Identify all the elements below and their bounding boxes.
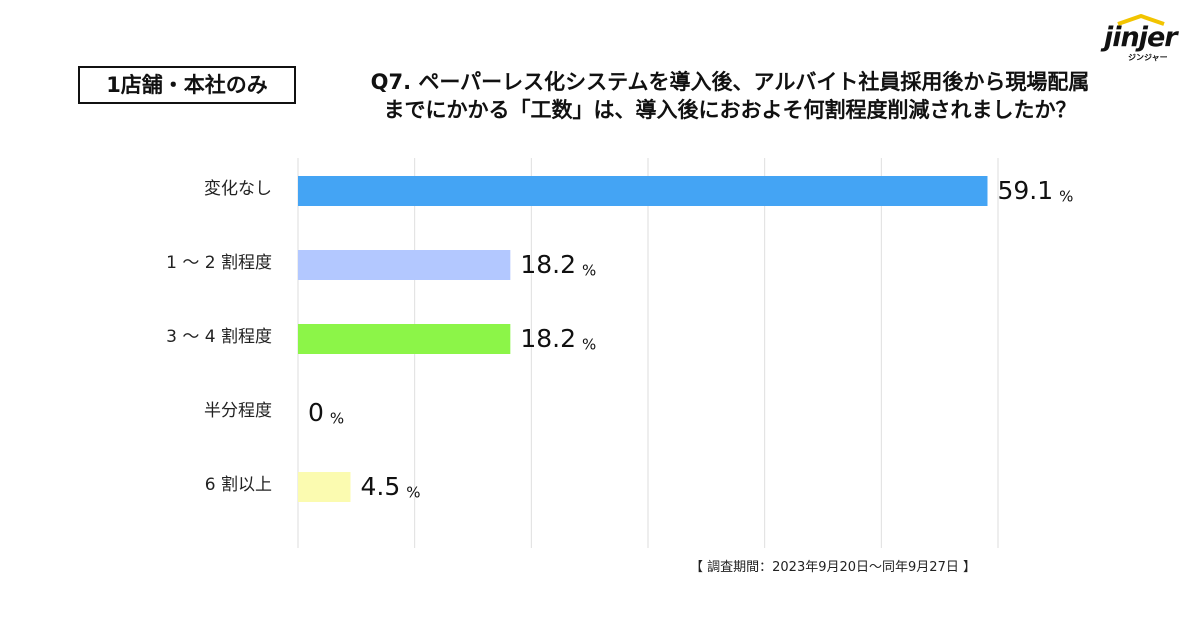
- category-label: 変化なし: [204, 179, 272, 199]
- scope-label: 1店舗・本社のみ: [78, 66, 296, 104]
- logo-roof-icon: [1117, 14, 1165, 26]
- unit-label: %: [406, 484, 420, 502]
- bar: [298, 324, 511, 354]
- bar: [298, 472, 351, 502]
- value-label: 0: [308, 398, 324, 427]
- question-line-2: までにかかる「工数」は、導入後におおよそ何割程度削減されましたか？: [383, 98, 1077, 122]
- logo-wordmark: jinjer: [1104, 22, 1178, 53]
- value-label: 18.2: [520, 324, 576, 353]
- unit-label: %: [330, 410, 344, 428]
- logo-subtext: ジンジャー: [1128, 53, 1168, 62]
- value-label: 18.2: [520, 250, 576, 279]
- unit-label: %: [582, 336, 596, 354]
- question-line-1: Q7. ペーパーレス化システムを導入後、アルバイト社員採用後から現場配属: [370, 70, 1090, 94]
- question-title: Q7. ペーパーレス化システムを導入後、アルバイト社員採用後から現場配属 までに…: [300, 68, 1160, 124]
- category-label: 6 割以上: [205, 475, 272, 495]
- unit-label: %: [582, 262, 596, 280]
- unit-label: %: [1059, 188, 1073, 206]
- value-label: 4.5: [361, 472, 401, 501]
- category-label: 3 ～ 4 割程度: [166, 327, 272, 347]
- jinjer-logo: jinjer ジンジャー: [1100, 12, 1188, 62]
- survey-period-note: 【 調査期間：2023年9月20日～同年9月27日 】: [690, 560, 976, 575]
- category-label: 半分程度: [204, 401, 272, 421]
- bar: [298, 176, 988, 206]
- value-label: 59.1: [998, 176, 1054, 205]
- bar: [298, 250, 511, 280]
- category-label: 1 ～ 2 割程度: [166, 253, 272, 273]
